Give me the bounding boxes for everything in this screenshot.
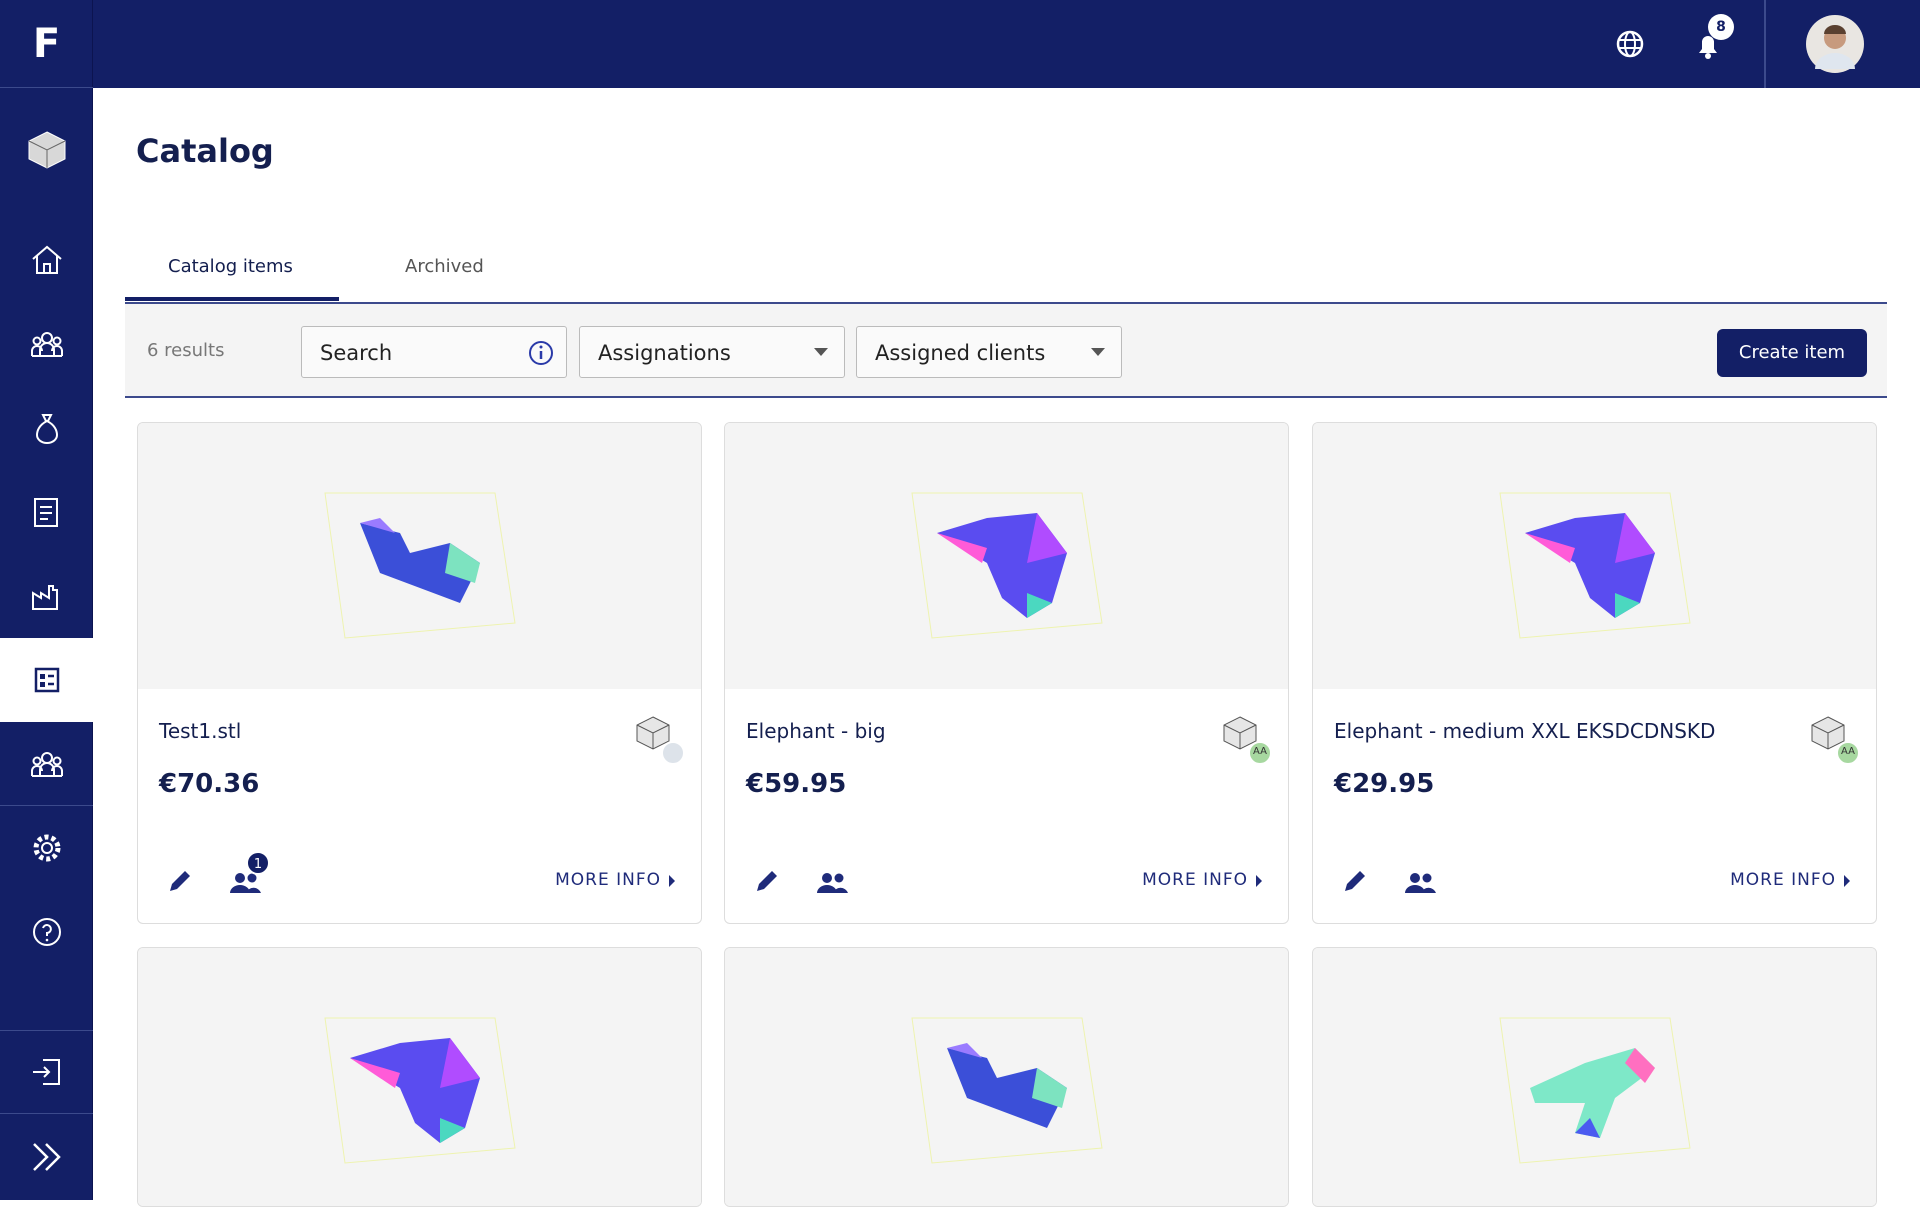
notifications-icon[interactable] (1690, 26, 1726, 62)
assign-button[interactable]: 1 (228, 851, 270, 895)
sidebar: F (0, 0, 93, 1200)
tab[interactable]: Archived (405, 256, 484, 277)
nav-finance[interactable] (0, 386, 93, 470)
catalog-card: Elephant - big €59.95 MORE INFO AA (724, 422, 1289, 924)
nav-logout[interactable] (0, 1030, 93, 1114)
owner-icon: AA (1220, 713, 1272, 765)
nav-expand[interactable] (0, 1115, 93, 1199)
chevron (1254, 872, 1264, 891)
assigned-clients-dropdown[interactable]: Assigned clients (856, 326, 1122, 378)
chevron (667, 872, 677, 891)
catalog-card: Test1.stl €70.36 MORE INFO 1 (137, 422, 702, 924)
nav-help[interactable] (0, 890, 93, 974)
page-title: Catalog (136, 132, 274, 170)
search-placeholder: Search (320, 341, 393, 365)
user-avatar[interactable] (1805, 14, 1865, 74)
results-count: 6 results (147, 340, 225, 361)
owner-initials: AA (1841, 746, 1855, 757)
assign-button[interactable] (815, 869, 849, 895)
catalog-card (137, 947, 702, 1207)
nav-users[interactable] (0, 302, 93, 386)
assigned-badge: 1 (246, 851, 270, 875)
item-preview[interactable] (138, 948, 701, 1206)
nav-clients[interactable] (0, 722, 93, 806)
item-name: Test1.stl (159, 719, 242, 743)
divider (1764, 0, 1766, 88)
nav-settings[interactable] (0, 806, 93, 890)
item-preview[interactable] (1313, 948, 1876, 1206)
owner-icon: AA (1808, 713, 1860, 765)
tab-active[interactable]: Catalog items (168, 256, 293, 277)
filter-bar: 6 results Search Assignations Assigned c… (125, 302, 1887, 398)
item-price: €59.95 (746, 769, 847, 799)
tab-indicator (125, 297, 339, 301)
nav-catalog[interactable] (0, 638, 93, 722)
nav-factory[interactable] (0, 554, 93, 638)
search-input[interactable]: Search (301, 326, 567, 378)
item-preview[interactable] (725, 948, 1288, 1206)
item-price: €29.95 (1334, 769, 1435, 799)
catalog-card: Elephant - medium XXL EKSDCDNSKD €29.95 MO… (1312, 422, 1877, 924)
chevron (1842, 872, 1852, 891)
owner-icon (633, 713, 685, 765)
item-price: €70.36 (159, 769, 260, 799)
edit-button[interactable] (1341, 867, 1369, 899)
more-info-link[interactable]: MORE INFO (555, 870, 661, 890)
create-item-button[interactable]: Create item (1717, 329, 1867, 377)
catalog-card (724, 947, 1289, 1207)
item-preview[interactable] (1313, 423, 1876, 689)
nav-home[interactable] (0, 218, 93, 302)
more-info-link[interactable]: MORE INFO (1142, 870, 1248, 890)
dropdown-label: Assignations (598, 341, 731, 365)
edit-button[interactable] (166, 867, 194, 899)
item-name: Elephant - medium XXL EKSDCDNSKD (1334, 719, 1716, 743)
item-preview[interactable] (725, 423, 1288, 689)
notification-badge: 8 (1708, 14, 1734, 40)
language-icon[interactable] (1612, 26, 1648, 62)
catalog-card (1312, 947, 1877, 1207)
owner-initials: AA (1253, 746, 1267, 757)
nav-catalog-3d[interactable] (0, 108, 93, 192)
more-info-link[interactable]: MORE INFO (1730, 870, 1836, 890)
item-name: Elephant - big (746, 719, 886, 743)
assignations-dropdown[interactable]: Assignations (579, 326, 845, 378)
dropdown-label: Assigned clients (875, 341, 1046, 365)
assign-button[interactable] (1403, 869, 1437, 895)
item-preview[interactable] (138, 423, 701, 689)
top-bar: 8 (0, 0, 1920, 88)
edit-button[interactable] (753, 867, 781, 899)
logo[interactable]: F (0, 0, 93, 88)
nav-orders[interactable] (0, 470, 93, 554)
